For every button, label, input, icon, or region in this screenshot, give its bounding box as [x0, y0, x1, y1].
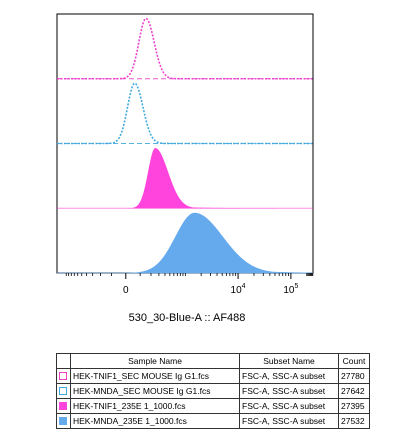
- legend-swatch-3: [59, 417, 67, 426]
- event-count: 27395: [338, 398, 370, 414]
- series-histogram: [57, 148, 313, 209]
- event-count: 27780: [338, 368, 370, 384]
- legend-table: Sample Name Subset Name Count HEK-TNIF1_…: [56, 353, 370, 429]
- count-header: Count: [338, 353, 370, 369]
- event-count: 27532: [338, 413, 370, 429]
- subset-name: FSC-A, SSC-A subset: [239, 368, 339, 384]
- sample-name: HEK-TNIF1_235E 1_1000.fcs: [70, 398, 240, 414]
- legend-swatch-header: [56, 353, 71, 369]
- x-tick-label: 0: [123, 285, 129, 296]
- histogram-chart: 0 104 105: [56, 13, 314, 296]
- sample-name-header: Sample Name: [70, 353, 240, 369]
- legend-row: HEK-MNDA_SEC MOUSE Ig G1.fcs FSC-A, SSC-…: [56, 383, 370, 399]
- series-histogram: [57, 212, 313, 273]
- subset-name-header: Subset Name: [239, 353, 339, 369]
- subset-name: FSC-A, SSC-A subset: [239, 383, 339, 399]
- sample-name: HEK-TNIF1_SEC MOUSE Ig G1.fcs: [70, 368, 240, 384]
- legend-swatch-1: [59, 387, 67, 396]
- series-histogram: [57, 82, 313, 145]
- x-axis-label: 530_30-Blue-A :: AF488: [128, 312, 246, 324]
- legend-row: HEK-MNDA_235E 1_1000.fcs FSC-A, SSC-A su…: [56, 413, 370, 429]
- series-histogram: [57, 17, 313, 80]
- x-tick-label: 105: [283, 283, 298, 296]
- sample-name: HEK-MNDA_SEC MOUSE Ig G1.fcs: [70, 383, 240, 399]
- x-tick-label: 104: [231, 283, 246, 296]
- event-count: 27642: [338, 383, 370, 399]
- legend-row: HEK-TNIF1_SEC MOUSE Ig G1.fcs FSC-A, SSC…: [56, 368, 370, 384]
- subset-name: FSC-A, SSC-A subset: [239, 413, 339, 429]
- legend-row: HEK-TNIF1_235E 1_1000.fcs FSC-A, SSC-A s…: [56, 398, 370, 414]
- legend-swatch-0: [59, 372, 67, 381]
- sample-name: HEK-MNDA_235E 1_1000.fcs: [70, 413, 240, 429]
- subset-name: FSC-A, SSC-A subset: [239, 398, 339, 414]
- legend-swatch-2: [59, 402, 67, 411]
- legend-header-row: Sample Name Subset Name Count: [56, 353, 370, 369]
